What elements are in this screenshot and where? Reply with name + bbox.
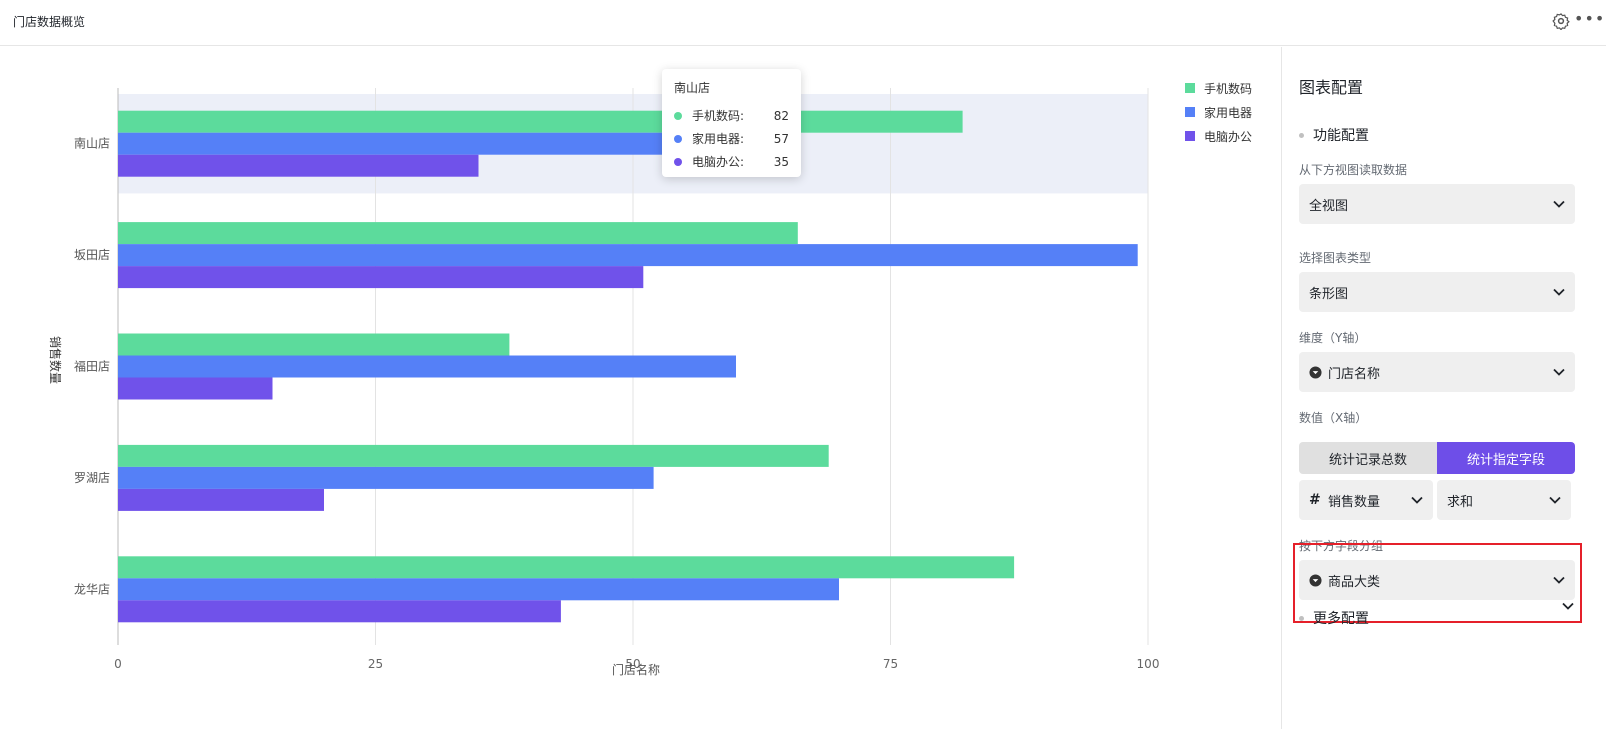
legend-label: 家用电器 [1204, 105, 1253, 120]
tooltip-row-name: 电脑办公: [692, 155, 745, 169]
aggregation-select[interactable]: 求和 [1437, 480, 1571, 520]
source-select[interactable]: 全视图 [1299, 184, 1575, 224]
section-label: 功能配置 [1313, 128, 1369, 144]
legend-square-icon [1185, 107, 1195, 117]
bar[interactable] [118, 488, 324, 511]
bar[interactable] [118, 222, 798, 245]
tooltip-row-value: 82 [773, 108, 789, 123]
legend-square-icon [1185, 83, 1195, 93]
bar[interactable] [118, 132, 706, 155]
value-mode-toggle: 统计记录总数 统计指定字段 [1299, 442, 1575, 474]
count-records-button[interactable]: 统计记录总数 [1299, 442, 1437, 474]
y-axis-title: 销售数量 [48, 336, 63, 384]
x-tick-label: 25 [368, 657, 383, 671]
chart-type-select[interactable]: 条形图 [1299, 272, 1575, 312]
legend-square-icon [1185, 131, 1195, 141]
group-by-value: 商品大类 [1328, 574, 1381, 590]
chevron-down-icon[interactable] [1562, 602, 1574, 610]
chart-config-panel: 图表配置 功能配置 从下方视图读取数据 全视图 选择图表类型 条形图 维度（Y轴… [1281, 47, 1606, 729]
y-tick-label: 福田店 [74, 359, 110, 374]
more-icon[interactable]: ••• [1574, 9, 1606, 28]
chevron-down-icon [1549, 496, 1561, 504]
gear-icon[interactable] [1552, 12, 1570, 30]
tooltip-row: 手机数码: 82 [674, 104, 789, 127]
bar[interactable] [118, 154, 479, 177]
chevron-down-icon [1553, 200, 1565, 208]
series-dot-icon [674, 134, 682, 143]
series-dot-icon [674, 111, 682, 120]
x-tick-label: 100 [1137, 657, 1160, 671]
bar[interactable] [118, 244, 1138, 267]
dropdown-field-icon [1309, 365, 1322, 379]
highlight-box [1293, 543, 1582, 623]
bar[interactable] [118, 444, 829, 467]
tooltip-row-value: 35 [773, 154, 789, 169]
chart-type-label: 选择图表类型 [1299, 251, 1372, 265]
legend-item[interactable]: 手机数码 [1185, 76, 1252, 100]
x-tick-label: 50 [625, 657, 640, 671]
y-tick-label: 龙华店 [74, 582, 110, 596]
bar[interactable] [118, 377, 273, 400]
legend-item[interactable]: 家用电器 [1185, 100, 1252, 124]
chevron-down-icon [1553, 368, 1565, 376]
page-title: 门店数据概览 [13, 15, 86, 29]
dimension-select[interactable]: 门店名称 [1299, 352, 1575, 392]
legend-label: 手机数码 [1204, 81, 1253, 96]
chevron-down-icon [1411, 496, 1423, 504]
tooltip-row: 家用电器: 57 [674, 127, 789, 150]
bar[interactable] [118, 355, 736, 378]
chevron-down-icon [1553, 288, 1565, 296]
value-label: 数值（X轴） [1299, 411, 1368, 425]
tooltip-row-name: 家用电器: [692, 132, 745, 146]
section-more-config[interactable]: 更多配置 [1299, 608, 1369, 628]
group-by-label: 按下方字段分组 [1299, 539, 1384, 553]
bullet-icon [1299, 132, 1304, 138]
count-field-button[interactable]: 统计指定字段 [1437, 442, 1575, 474]
tooltip-row: 电脑办公: 35 [674, 150, 789, 173]
x-axis-title: 门店名称 [612, 662, 660, 677]
dimension-value: 门店名称 [1328, 366, 1381, 382]
legend-label: 电脑办公 [1204, 129, 1253, 144]
bullet-icon [1299, 615, 1304, 621]
aggregation-value: 求和 [1447, 494, 1474, 510]
chevron-down-icon [1553, 576, 1565, 584]
tooltip-title: 南山店 [674, 81, 711, 95]
legend-item[interactable]: 电脑办公 [1185, 124, 1252, 148]
bar[interactable] [118, 600, 561, 623]
top-bar: 门店数据概览 ••• [0, 0, 1606, 46]
dimension-label: 维度（Y轴） [1299, 331, 1367, 345]
bar[interactable] [118, 333, 510, 356]
bar[interactable] [118, 556, 1015, 579]
chart-area: 南山店坂田店福田店罗湖店龙华店 0 25 50 75 100 门店名称 销售数量 [0, 47, 1282, 729]
series-dot-icon [674, 157, 682, 166]
bar[interactable] [118, 578, 839, 601]
value-field-value: 销售数量 [1328, 494, 1381, 510]
bar[interactable] [118, 466, 654, 489]
y-tick-label: 坂田店 [74, 248, 110, 262]
chart-type-value: 条形图 [1309, 286, 1349, 302]
tooltip-row-value: 57 [773, 131, 789, 146]
bar[interactable] [118, 266, 644, 289]
group-by-select[interactable]: 商品大类 [1299, 560, 1575, 600]
section-label: 更多配置 [1313, 611, 1369, 627]
dropdown-field-icon [1309, 573, 1322, 587]
panel-title: 图表配置 [1299, 78, 1364, 97]
source-value: 全视图 [1309, 198, 1349, 214]
bar[interactable] [118, 110, 963, 133]
section-function-config[interactable]: 功能配置 [1299, 125, 1369, 145]
tooltip-row-name: 手机数码: [692, 109, 745, 123]
x-tick-label: 75 [883, 657, 898, 671]
y-tick-label: 罗湖店 [74, 470, 110, 485]
chart-legend: 手机数码 家用电器 电脑办公 [1185, 76, 1252, 148]
x-tick-label: 0 [114, 657, 122, 671]
number-field-icon: # [1309, 491, 1321, 508]
value-field-select[interactable]: # 销售数量 [1299, 480, 1433, 520]
chart-tooltip: 南山店 手机数码: 82 家用电器: 57 电脑办公: 35 [662, 69, 801, 177]
y-tick-label: 南山店 [74, 136, 110, 151]
source-label: 从下方视图读取数据 [1299, 163, 1408, 177]
